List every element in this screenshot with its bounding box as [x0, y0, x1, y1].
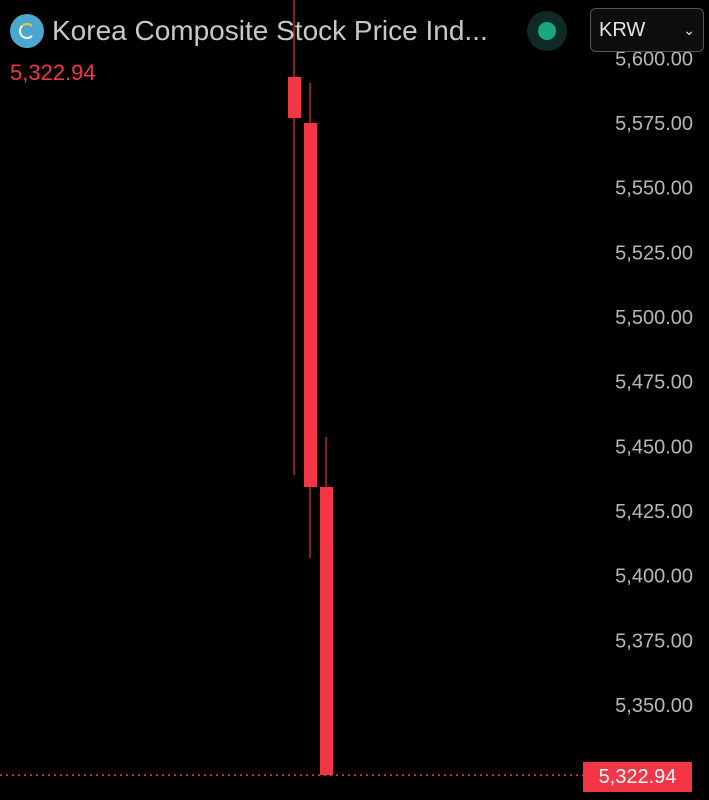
- y-tick-label: 5,500.00: [615, 307, 693, 329]
- current-price: 5,322.94: [10, 60, 96, 85]
- candle-body: [320, 486, 333, 776]
- currency-select[interactable]: KRW ⌄: [590, 8, 704, 52]
- candle-body: [288, 76, 301, 119]
- y-tick-label: 5,450.00: [615, 436, 693, 458]
- symbol-header[interactable]: Korea Composite Stock Price Ind...: [10, 14, 488, 48]
- y-tick-label: 5,400.00: [615, 566, 693, 588]
- symbol-title: Korea Composite Stock Price Ind...: [52, 15, 488, 46]
- y-tick-label: 5,425.00: [615, 501, 693, 523]
- chevron-down-icon: ⌄: [683, 21, 695, 38]
- candle-body: [304, 123, 317, 487]
- y-tick-label: 5,575.00: [615, 113, 693, 135]
- currency-value: KRW: [599, 18, 646, 41]
- y-tick-label: 5,350.00: [615, 695, 693, 717]
- y-tick-label: 5,600.00: [615, 48, 693, 70]
- market-status-icon[interactable]: [527, 11, 567, 51]
- kospi-logo-icon: [10, 14, 44, 48]
- last-price-label: 5,322.94: [583, 762, 692, 792]
- y-tick-label: 5,550.00: [615, 178, 693, 200]
- y-tick-label: 5,375.00: [615, 630, 693, 652]
- y-tick-label: 5,475.00: [615, 372, 693, 394]
- y-tick-label: 5,525.00: [615, 242, 693, 264]
